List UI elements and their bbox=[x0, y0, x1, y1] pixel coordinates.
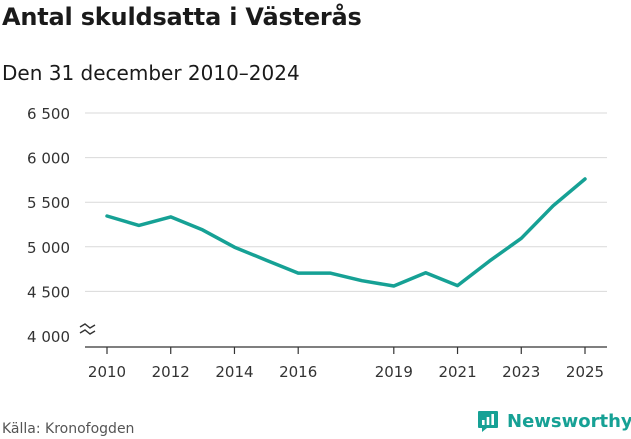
y-tick-label: 4 500 bbox=[27, 283, 70, 301]
x-tick-label: 2010 bbox=[88, 363, 126, 381]
x-tick-label: 2023 bbox=[502, 363, 540, 381]
brand-name: Newsworthy bbox=[507, 410, 631, 432]
chart-title: Antal skuldsatta i Västerås bbox=[2, 3, 362, 31]
axis-break-mark bbox=[79, 329, 96, 335]
y-tick-label: 5 000 bbox=[27, 239, 70, 257]
x-tick-label: 2019 bbox=[375, 363, 413, 381]
x-tick-label: 2016 bbox=[279, 363, 317, 381]
y-tick-label: 4 000 bbox=[27, 328, 70, 346]
y-tick-label: 5 500 bbox=[27, 194, 70, 212]
series-line bbox=[105, 177, 587, 288]
chart-subtitle: Den 31 december 2010–2024 bbox=[2, 61, 300, 85]
x-tick-label: 2025 bbox=[566, 363, 604, 381]
axis-break-mark bbox=[79, 323, 96, 329]
x-tick-label: 2014 bbox=[215, 363, 253, 381]
y-tick-label: 6 500 bbox=[27, 105, 70, 123]
newsworthy-logo-icon bbox=[478, 411, 498, 432]
source-note: Källa: Kronofogden bbox=[2, 421, 135, 437]
y-tick-label: 6 000 bbox=[27, 150, 70, 168]
x-tick-label: 2021 bbox=[438, 363, 476, 381]
x-tick-label: 2012 bbox=[152, 363, 190, 381]
newsworthy-brand[interactable]: Newsworthy bbox=[476, 409, 631, 433]
